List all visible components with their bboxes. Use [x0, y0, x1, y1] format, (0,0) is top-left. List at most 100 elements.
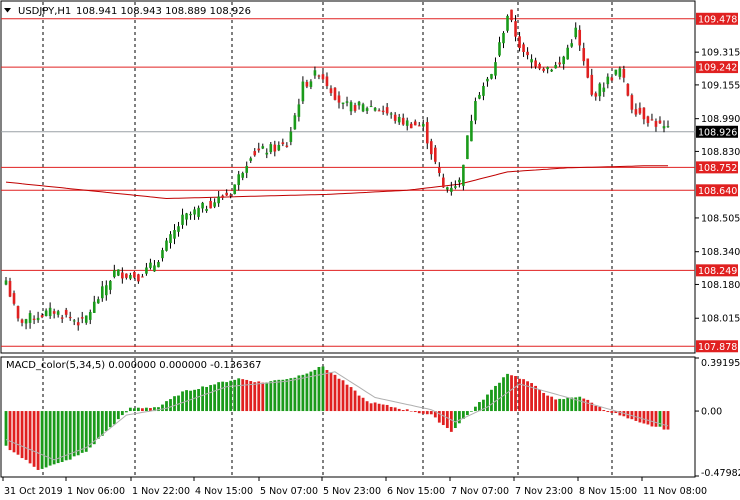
candle-body — [24, 319, 28, 324]
candle-body — [40, 315, 44, 318]
current-price-tag — [696, 125, 738, 138]
level-label-3: 108.640 — [698, 186, 737, 197]
macd-bar — [425, 411, 429, 415]
candle-body — [542, 68, 545, 71]
candle-body — [405, 120, 409, 126]
macd-bar — [124, 411, 128, 413]
macd-bar — [64, 411, 68, 461]
candle-body — [494, 62, 497, 76]
macd-bar — [389, 406, 393, 412]
macd-bar — [397, 408, 401, 412]
macd-bar — [514, 376, 517, 412]
price-tick-label-6: 108.180 — [701, 280, 740, 291]
candles — [4, 9, 670, 331]
macd-bar — [345, 384, 349, 412]
candle-body — [20, 319, 24, 323]
candle-body — [253, 151, 257, 156]
candle-body — [381, 110, 385, 113]
candle-body — [413, 121, 417, 126]
macd-bar — [638, 411, 642, 423]
candle-body — [586, 58, 590, 78]
macd-bar — [329, 372, 333, 412]
candle-body — [149, 262, 152, 268]
level-label-4: 108.249 — [698, 266, 737, 277]
macd-bar — [181, 391, 184, 412]
macd-bar — [413, 411, 417, 413]
macd-bar — [550, 396, 554, 412]
candle-body — [454, 186, 457, 188]
macd-bar — [482, 399, 485, 412]
macd-bar — [662, 411, 666, 430]
macd-bar — [474, 406, 477, 412]
candle-body — [105, 285, 108, 296]
macd-bar — [393, 407, 397, 412]
candle-body — [458, 179, 461, 183]
candle-body — [514, 21, 517, 37]
macd-bar — [112, 411, 116, 425]
candle-body — [157, 261, 160, 268]
candle-body — [429, 141, 433, 155]
candle-body — [96, 299, 100, 304]
candle-body — [129, 275, 132, 279]
macd-bar — [614, 411, 618, 414]
candle-body — [44, 310, 48, 316]
candle-body — [153, 265, 156, 272]
macd-bar — [534, 385, 537, 412]
candle-body — [450, 187, 453, 192]
level-label-0: 109.478 — [698, 14, 737, 25]
candle-body — [117, 269, 120, 276]
candle-body — [594, 93, 598, 97]
collapse-triangle-icon[interactable] — [4, 8, 11, 13]
macd-bar — [261, 382, 265, 412]
macd-bar — [385, 404, 389, 412]
macd-bar — [478, 402, 481, 412]
candle-body — [169, 234, 172, 244]
candle-body — [249, 158, 253, 161]
candle-body — [522, 44, 525, 52]
macd-bar — [137, 407, 140, 412]
macd-bar — [558, 398, 562, 412]
candle-body — [68, 316, 72, 319]
candle-body — [393, 114, 397, 121]
candle-body — [361, 104, 365, 112]
macd-bar — [153, 407, 156, 412]
candle-body — [261, 146, 265, 149]
macd-bar — [658, 411, 662, 427]
candle-body — [32, 318, 36, 320]
candle-body — [526, 51, 529, 56]
candle-body — [60, 317, 64, 319]
macd-bar — [253, 382, 257, 412]
candle-body — [498, 42, 501, 56]
candle-body — [638, 107, 642, 114]
macd-bar — [349, 387, 353, 412]
price-tick-label-4: 108.505 — [701, 213, 740, 224]
candle-body — [281, 142, 285, 145]
macd-bar — [510, 375, 513, 412]
candle-body — [133, 271, 136, 278]
macd-bar — [518, 378, 521, 412]
macd-bar — [562, 399, 566, 412]
macd-bar — [433, 411, 437, 418]
macd-bar — [373, 402, 377, 412]
macd-bar — [193, 389, 196, 412]
macd-bar — [405, 409, 409, 412]
macd-bar — [522, 379, 525, 412]
macd-bar — [441, 411, 445, 426]
macd-bar — [429, 411, 433, 415]
macd-bar — [245, 379, 249, 412]
time-label-0: 31 Oct 2019 — [4, 486, 63, 497]
macd-bar — [165, 401, 168, 412]
macd-bar — [281, 379, 285, 412]
candle-body — [618, 68, 622, 77]
candle-body — [28, 313, 32, 323]
level-tag-2 — [696, 161, 738, 174]
time-label-8: 7 Nov 23:00 — [515, 486, 573, 497]
candle-body — [602, 87, 606, 92]
macd-bar — [566, 397, 570, 412]
candle-body — [189, 213, 192, 216]
macd-signal-line — [5, 371, 669, 461]
candle-body — [333, 87, 337, 100]
macd-bar — [598, 406, 602, 412]
candle-body — [64, 309, 68, 315]
level-label-2: 108.752 — [698, 163, 737, 174]
